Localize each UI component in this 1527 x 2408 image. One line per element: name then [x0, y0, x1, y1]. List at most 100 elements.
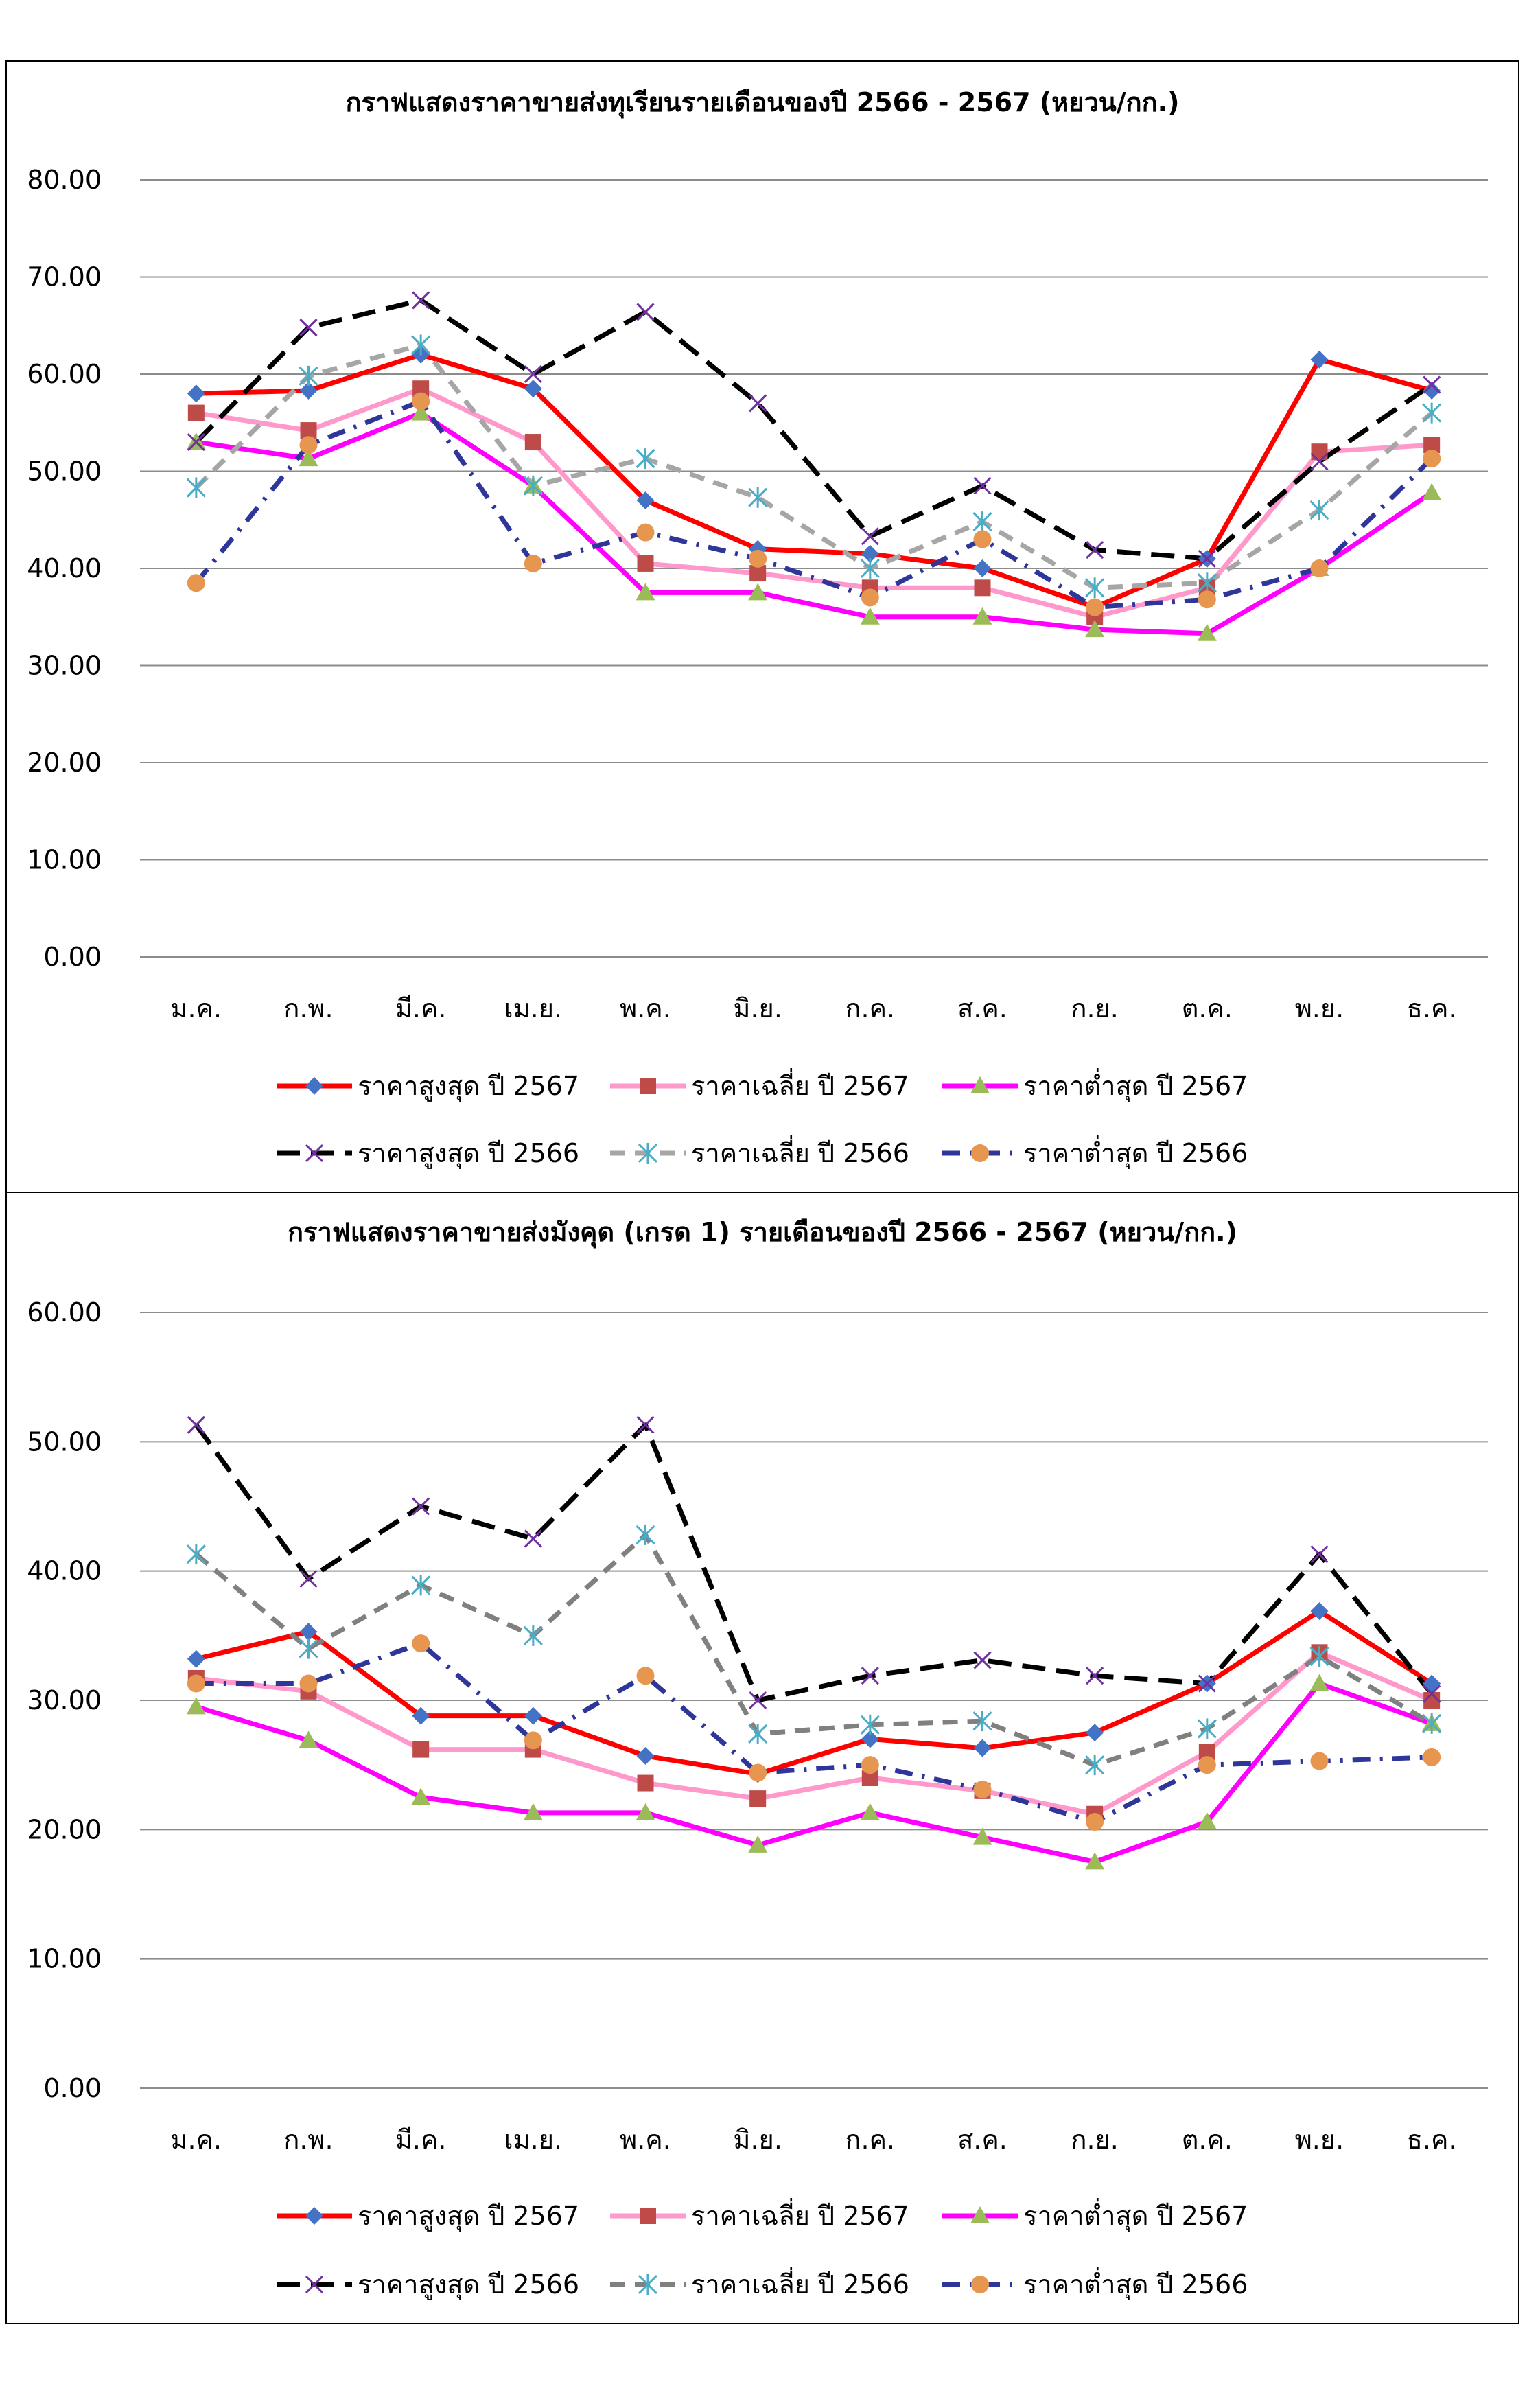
data-point: [524, 1529, 542, 1548]
series-line-5: [194, 399, 1434, 610]
x-tick-label: เม.ย.: [504, 993, 562, 1023]
y-tick-label: 30.00: [27, 1685, 102, 1715]
data-point: [1423, 450, 1441, 468]
data-point: [299, 382, 318, 400]
legend-marker: [971, 2276, 989, 2293]
data-point: [860, 558, 880, 579]
data-point: [1197, 623, 1217, 641]
data-point: [1309, 1645, 1329, 1667]
data-point: [1197, 1812, 1217, 1830]
chart-title: กราฟแสดงราคาขายส่งทุเรียนรายเดือนของปี 2…: [346, 87, 1180, 119]
series-line-5: [196, 1641, 1432, 1825]
y-tick-label: 10.00: [27, 845, 102, 875]
data-point: [860, 1714, 880, 1735]
data-point: [1198, 1756, 1216, 1774]
data-point: [636, 1746, 655, 1765]
legend-marker: [305, 2207, 323, 2225]
data-point: [636, 1415, 655, 1434]
y-gridlines: [140, 179, 1488, 958]
data-point: [411, 1787, 431, 1805]
series-line-1: [196, 1649, 1433, 1817]
legend-marker: [305, 1144, 324, 1163]
data-point: [186, 1697, 206, 1715]
data-point: [412, 392, 430, 410]
y-gridlines: [140, 1312, 1488, 2089]
data-point: [1086, 1724, 1104, 1742]
data-point: [749, 549, 767, 568]
x-tick-label: ม.ค.: [171, 993, 222, 1023]
legend-marker: [971, 1144, 989, 1162]
x-tick-label: ก.ค.: [846, 993, 896, 1023]
legend-label: ราคาเฉลี่ย ปี 2567: [691, 2198, 909, 2231]
legend-marker: [305, 2275, 324, 2294]
data-point: [187, 1649, 205, 1668]
y-tick-label: 80.00: [27, 165, 102, 195]
data-point: [636, 523, 655, 542]
data-point: [748, 487, 768, 508]
series-line-4: [194, 1532, 1433, 1768]
data-point: [972, 1711, 992, 1732]
legend: ราคาสูงสุด ปี 2567 ราคาเฉลี่ย ปี 2567 ราคา…: [277, 1068, 1248, 1169]
legend-label: ราคาต่ำสุด ปี 2566: [1023, 2267, 1248, 2300]
x-tick-label: พ.ย.: [1295, 993, 1344, 1023]
data-point: [186, 1544, 206, 1565]
data-point: [299, 365, 318, 386]
data-point: [636, 583, 655, 601]
data-point: [1198, 549, 1216, 568]
series-markers: [186, 291, 1442, 641]
data-point: [186, 477, 206, 498]
data-point: [524, 1731, 542, 1750]
durian-chart-panel: กราฟแสดงราคาขายส่งทุเรียนรายเดือนของปี 2…: [5, 60, 1519, 1193]
data-point: [861, 588, 879, 607]
data-point: [637, 555, 654, 572]
data-point: [411, 1575, 431, 1596]
series-lines: [194, 297, 1434, 636]
data-point: [861, 1756, 879, 1774]
data-point: [299, 319, 318, 337]
legend-marker: [305, 1077, 323, 1095]
series-line-4: [194, 343, 1434, 590]
y-tick-label: 0.00: [43, 942, 102, 972]
data-point: [972, 1827, 992, 1845]
x-tick-label: เม.ย.: [504, 2125, 562, 2155]
x-tick-label: ส.ค.: [957, 2125, 1007, 2155]
data-point: [299, 1730, 318, 1748]
data-point: [748, 1835, 768, 1853]
x-tick-label: พ.ค.: [620, 2125, 671, 2155]
legend-marker: [970, 2206, 990, 2223]
x-tick-label: มิ.ย.: [733, 2125, 782, 2155]
data-point: [1310, 1602, 1329, 1621]
data-point: [412, 1634, 430, 1653]
y-tick-label: 40.00: [27, 553, 102, 583]
data-point: [636, 491, 655, 509]
data-point: [972, 511, 992, 533]
series-line-0: [196, 352, 1433, 610]
data-point: [1085, 620, 1105, 638]
data-point: [524, 380, 542, 398]
data-point: [1309, 1674, 1329, 1691]
data-point: [523, 1625, 543, 1646]
x-tick-label: พ.ย.: [1295, 2125, 1344, 2155]
x-tick-label: ก.พ.: [283, 2125, 333, 2155]
data-point: [412, 1741, 430, 1758]
data-point: [861, 544, 879, 563]
data-point: [1086, 1813, 1104, 1831]
legend-marker: [640, 1078, 656, 1094]
data-point: [973, 559, 992, 577]
data-point: [1422, 483, 1442, 500]
x-tick-label: มี.ค.: [395, 2125, 447, 2155]
data-point: [1310, 1752, 1329, 1770]
data-point: [636, 1667, 655, 1685]
data-point: [187, 1415, 205, 1434]
data-point: [411, 403, 431, 421]
data-point: [1086, 598, 1104, 616]
series-line-0: [196, 1608, 1434, 1776]
x-tick-label: ก.ค.: [846, 2125, 896, 2155]
data-point: [299, 436, 318, 454]
legend-marker: [640, 2208, 656, 2224]
data-point: [523, 1803, 543, 1820]
data-point: [749, 1691, 767, 1710]
series-line-3: [194, 297, 1434, 562]
data-point: [861, 527, 879, 546]
data-point: [299, 1623, 318, 1641]
